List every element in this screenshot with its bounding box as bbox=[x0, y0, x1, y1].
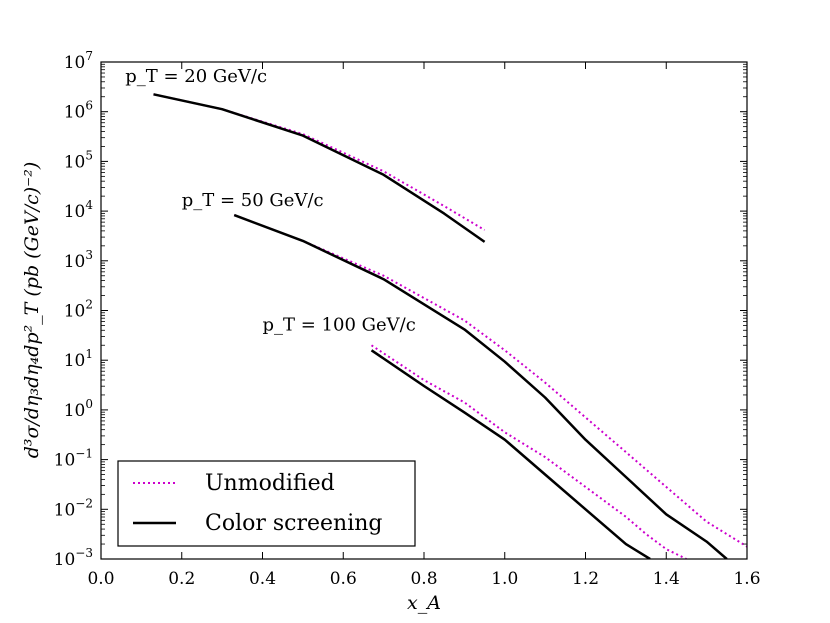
x-tick-label: 0.8 bbox=[410, 569, 437, 589]
legend-box bbox=[117, 460, 416, 547]
legend-color-screening-label: Color screening bbox=[205, 511, 383, 536]
x-tick-label: 1.4 bbox=[653, 569, 680, 589]
pt-annotation-0: p_T = 20 GeV/c bbox=[125, 66, 267, 87]
y-tick-label: 10−3 bbox=[54, 546, 93, 570]
y-tick-label: 102 bbox=[64, 298, 93, 322]
x-tick-label: 0.2 bbox=[168, 569, 195, 589]
y-tick-label: 106 bbox=[64, 99, 93, 123]
x-axis-label: x_A bbox=[407, 592, 441, 614]
pt-annotation-2: p_T = 100 GeV/c bbox=[263, 314, 416, 335]
x-tick-label: 1.6 bbox=[733, 569, 760, 589]
x-tick-label: 0.6 bbox=[330, 569, 357, 589]
series-layer bbox=[153, 93, 747, 559]
y-tick-label: 107 bbox=[64, 49, 93, 73]
y-tick-label: 101 bbox=[64, 347, 93, 371]
plot-frame bbox=[100, 61, 748, 560]
series-line-3 bbox=[233, 213, 728, 559]
y-axis-label: d³σ/dη₃dη₄dp²_T (pb (GeV/c)⁻²) bbox=[21, 162, 43, 458]
y-tick-label: 10−2 bbox=[54, 496, 93, 520]
x-tick-label: 1.0 bbox=[491, 569, 518, 589]
series-line-2 bbox=[233, 214, 747, 548]
y-tick-label: 103 bbox=[64, 248, 93, 272]
x-tick-label: 0.0 bbox=[87, 569, 114, 589]
y-tick-label: 100 bbox=[64, 397, 93, 421]
y-tick-label: 105 bbox=[64, 148, 93, 172]
series-line-5 bbox=[370, 349, 651, 559]
series-line-0 bbox=[153, 93, 486, 231]
y-tick-label: 104 bbox=[64, 198, 94, 222]
tick-layer: 0.0 0.2 0.4 0.6 0.8 1.0 1.2 1.4 1.6 107 106 105 104 1… bbox=[54, 49, 761, 589]
pt-annotation-1: p_T = 50 GeV/c bbox=[182, 190, 324, 211]
series-line-1 bbox=[153, 93, 486, 243]
x-tick-label: 1.2 bbox=[572, 569, 599, 589]
y-tick-label: 10−1 bbox=[54, 447, 93, 471]
x-tick-label: 0.4 bbox=[249, 569, 276, 589]
legend: Unmodified Color screening bbox=[117, 460, 416, 547]
legend-unmodified-label: Unmodified bbox=[205, 471, 335, 496]
annotation-layer: p_T = 20 GeV/c p_T = 50 GeV/c p_T = 100 Ge… bbox=[125, 66, 416, 336]
series-line-4 bbox=[370, 344, 687, 559]
